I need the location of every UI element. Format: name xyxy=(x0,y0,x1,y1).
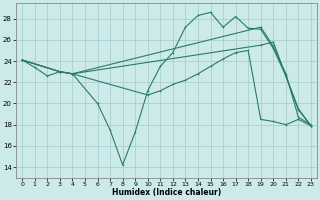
X-axis label: Humidex (Indice chaleur): Humidex (Indice chaleur) xyxy=(112,188,221,197)
